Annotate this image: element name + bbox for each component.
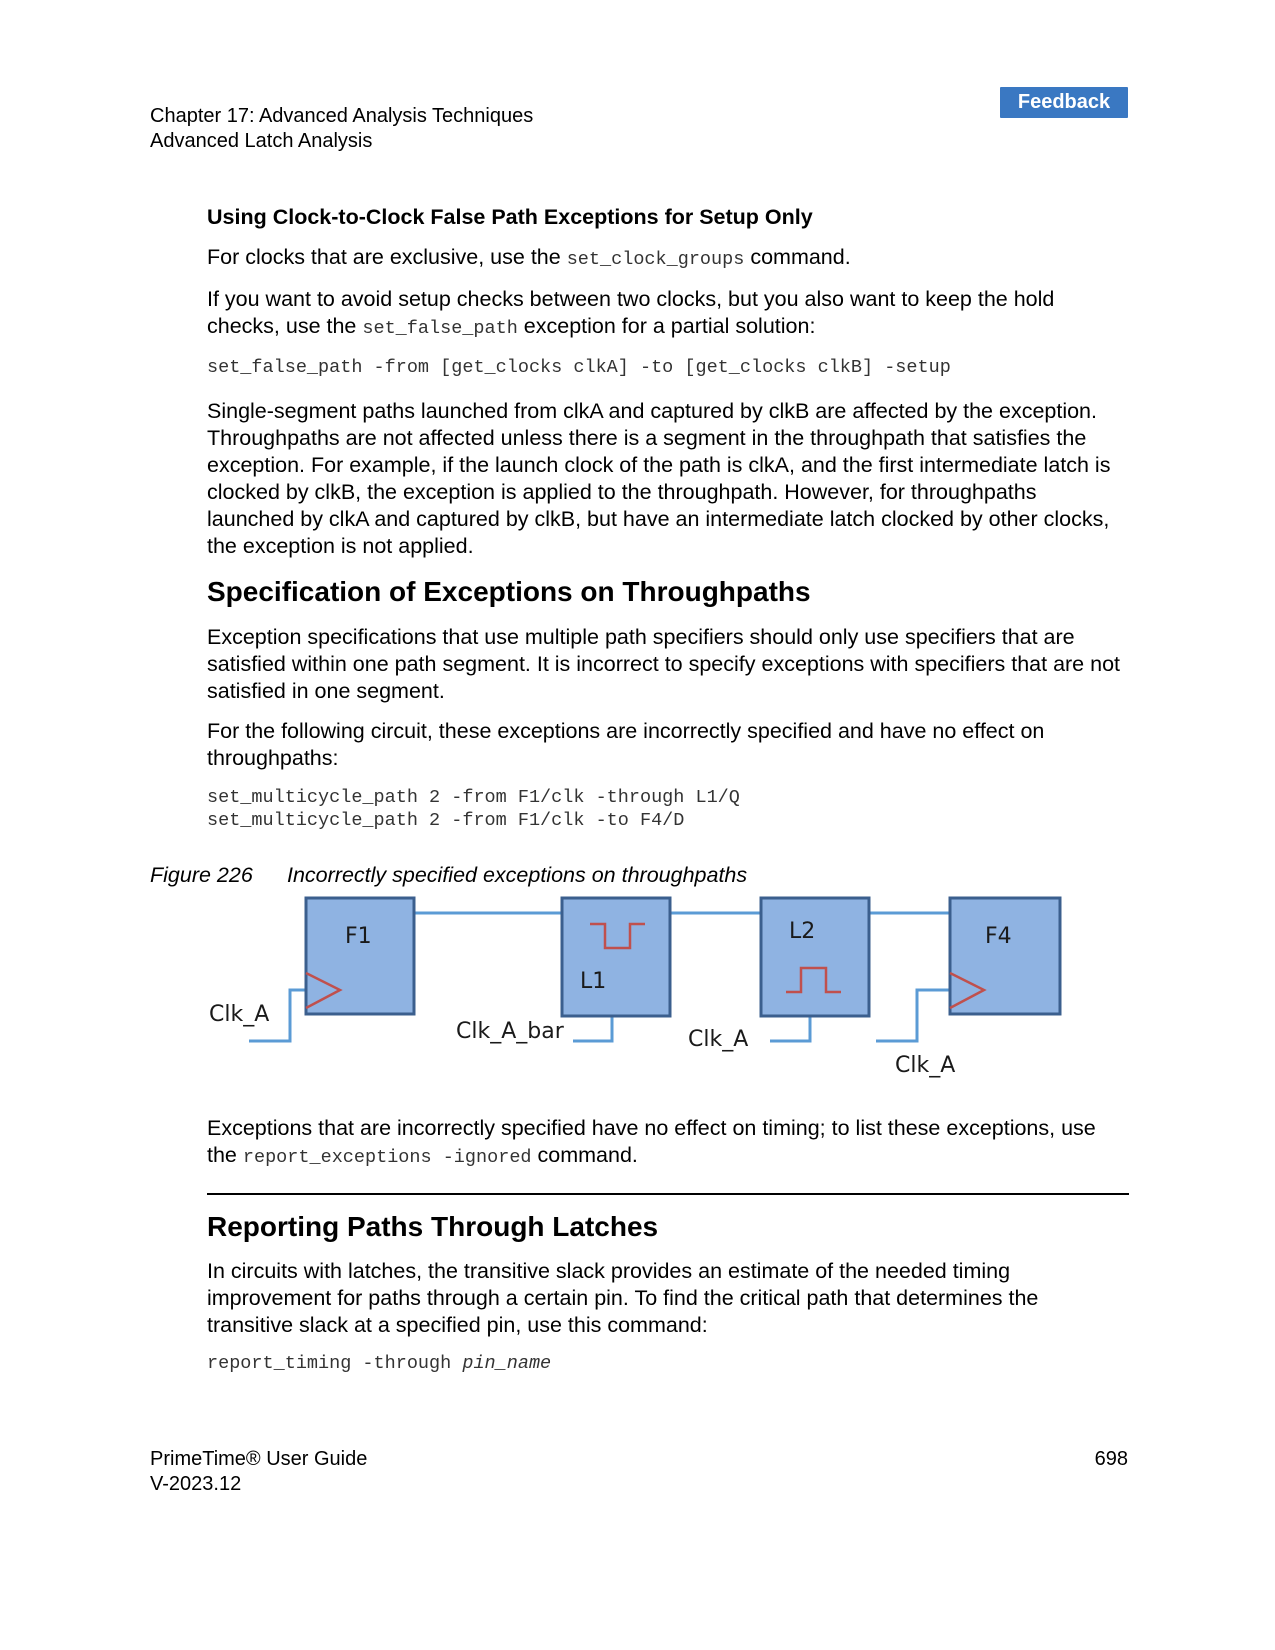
- wire-clk-f1: [249, 988, 306, 1043]
- clock-label-2: Clk_A_bar: [456, 1019, 565, 1044]
- section-heading-throughpaths: Specification of Exceptions on Throughpa…: [207, 576, 811, 607]
- paragraph-following-circuit: For the following circuit, these excepti…: [207, 719, 1045, 770]
- label-f1: F1: [345, 924, 372, 949]
- section-title: Advanced Latch Analysis: [150, 130, 373, 152]
- label-l1: L1: [580, 969, 606, 994]
- clock-label-4: Clk_A: [895, 1053, 955, 1078]
- active-high-pulse-icon: [786, 966, 841, 994]
- feedback-button[interactable]: Feedback: [1000, 87, 1128, 118]
- text: command.: [537, 1143, 638, 1167]
- footer-version: V-2023.12: [150, 1473, 242, 1495]
- code-line-2: set_multicycle_path 2 -from F1/clk -to F…: [207, 810, 685, 831]
- clock-edge-icon-f1: [305, 971, 343, 1010]
- paragraph-false-path: If you want to avoid setup checks betwee…: [207, 286, 1127, 342]
- active-low-pulse-icon: [590, 922, 645, 950]
- text: command.: [750, 245, 851, 269]
- paragraph-transitive-slack: In circuits with latches, the transitive…: [207, 1259, 1039, 1337]
- text: exception for a partial solution:: [523, 314, 816, 338]
- code-argument: pin_name: [462, 1353, 552, 1374]
- code-block-false-path: set_false_path -from [get_clocks clkA] -…: [207, 357, 951, 378]
- label-f4: F4: [985, 924, 1012, 949]
- wire-clk-l1: [573, 1017, 614, 1043]
- inline-code: set_false_path: [362, 318, 518, 339]
- text: If you want to avoid setup checks betwee…: [207, 287, 1055, 338]
- text: Exceptions that are incorrectly specifie…: [207, 1116, 1096, 1167]
- code-block-report-timing: report_timing -through pin_name: [207, 1352, 1127, 1375]
- code-command: report_timing -through: [207, 1353, 463, 1374]
- figure-caption: Incorrectly specified exceptions on thro…: [287, 863, 748, 887]
- section-heading-reporting: Reporting Paths Through Latches: [207, 1211, 659, 1242]
- wire-clk-l2: [770, 1017, 812, 1043]
- section-divider: [207, 1193, 1129, 1195]
- flipflop-f4: [948, 896, 1062, 1016]
- clock-edge-icon-f4: [949, 971, 987, 1010]
- inline-code: report_exceptions -ignored: [242, 1147, 532, 1168]
- flipflop-f1: [304, 896, 416, 1016]
- inline-code: set_clock_groups: [566, 249, 745, 270]
- text: For clocks that are exclusive, use the: [207, 245, 561, 269]
- footer-product: PrimeTime® User Guide: [150, 1448, 368, 1470]
- wire-clk-f4: [876, 988, 950, 1043]
- paragraph-clock-groups: For clocks that are exclusive, use the s…: [207, 244, 1127, 273]
- latch-l2: [759, 896, 871, 1018]
- chapter-title: Chapter 17: Advanced Analysis Techniques: [150, 105, 534, 127]
- page-number: 698: [1094, 1448, 1128, 1470]
- clock-label-3: Clk_A: [688, 1027, 748, 1052]
- latch-l1: [560, 896, 672, 1018]
- figure-number: Figure 226: [150, 863, 253, 887]
- subsection-heading: Using Clock-to-Clock False Path Exceptio…: [207, 205, 813, 229]
- paragraph-single-segment: Single-segment paths launched from clkA …: [207, 399, 1111, 558]
- label-l2: L2: [789, 919, 815, 944]
- paragraph-incorrect-exceptions: Exceptions that are incorrectly specifie…: [207, 1115, 1127, 1171]
- wires: [249, 911, 950, 1043]
- paragraph-specifiers: Exception specifications that use multip…: [207, 625, 1121, 703]
- code-line-1: set_multicycle_path 2 -from F1/clk -thro…: [207, 787, 740, 808]
- clock-label-1: Clk_A: [209, 1002, 269, 1027]
